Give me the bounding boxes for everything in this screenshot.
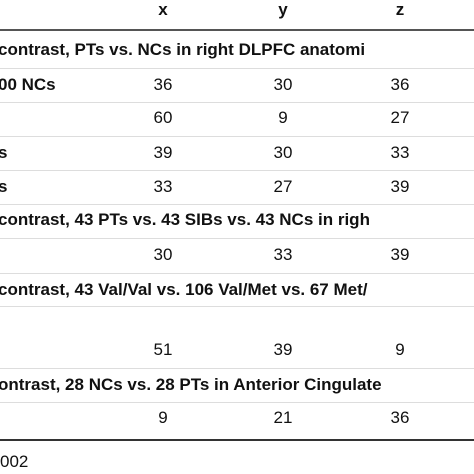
- cell-value: 30: [153, 245, 173, 264]
- cell-value: 27: [390, 108, 410, 127]
- row-rule: [0, 68, 474, 69]
- row-rule: [0, 170, 474, 171]
- column-header: x: [158, 0, 168, 19]
- cell-value: 9: [158, 408, 168, 427]
- column-header: y: [278, 0, 288, 19]
- cell-value: 36: [390, 75, 410, 94]
- row-rule: [0, 136, 474, 137]
- cell-value: 33: [273, 245, 293, 264]
- cell-value: 30: [273, 143, 293, 162]
- row-label: s: [0, 177, 8, 196]
- cell-value: 39: [390, 177, 410, 196]
- cell-value: 36: [390, 408, 410, 427]
- cell-value: 9: [395, 340, 405, 359]
- table-bottom-rule: [0, 439, 474, 441]
- row-label: 00 NCs: [0, 75, 56, 94]
- cell-value: 39: [390, 245, 410, 264]
- cell-value: 21: [273, 408, 293, 427]
- row-rule: [0, 402, 474, 403]
- section-heading: ontrast, 28 NCs vs. 28 PTs in Anterior C…: [0, 375, 382, 394]
- cell-value: 51: [153, 340, 173, 359]
- row-rule: [0, 238, 474, 239]
- cell-value: 60: [153, 108, 173, 127]
- row-rule: [0, 204, 474, 205]
- cell-value: 39: [273, 340, 293, 359]
- section-heading: contrast, PTs vs. NCs in right DLPFC ana…: [0, 40, 366, 59]
- row-rule: [0, 368, 474, 369]
- cell-value: 30: [273, 75, 293, 94]
- cell-value: 36: [153, 75, 173, 94]
- column-header: z: [395, 0, 405, 19]
- cell-value: 39: [153, 143, 173, 162]
- row-label: s: [0, 143, 8, 162]
- section-heading: contrast, 43 PTs vs. 43 SIBs vs. 43 NCs …: [0, 210, 370, 229]
- cell-value: 33: [390, 143, 410, 162]
- cell-value: 9: [278, 108, 288, 127]
- cell-value: 27: [273, 177, 293, 196]
- footer-text: 002: [0, 452, 29, 471]
- section-heading: contrast, 43 Val/Val vs. 106 Val/Met vs.…: [0, 280, 368, 299]
- row-rule: [0, 273, 474, 274]
- row-rule: [0, 306, 474, 307]
- row-rule: [0, 102, 474, 103]
- cell-value: 33: [153, 177, 173, 196]
- header-rule: [0, 29, 474, 31]
